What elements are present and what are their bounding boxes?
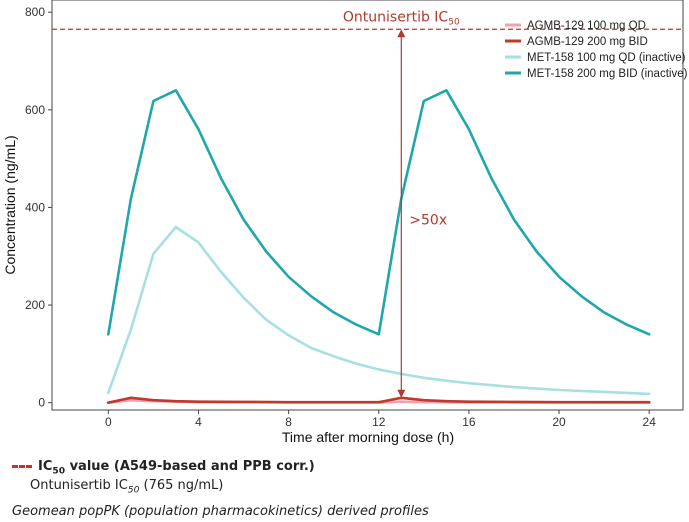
series-lines xyxy=(107,89,651,405)
x-tick-label: 24 xyxy=(643,415,657,429)
x-tick-label: 20 xyxy=(552,415,566,429)
ratio-label: >50x xyxy=(409,213,447,229)
legend-label: MET-158 200 mg BID (inactive) xyxy=(527,68,688,80)
footer-sub-sub: 50 xyxy=(127,485,140,496)
arrow-up-icon xyxy=(397,29,406,38)
footer-legend-rest: value (A549-based and PPB corr.) xyxy=(65,459,315,474)
legend-label: AGMB-129 200 mg BID xyxy=(527,36,648,48)
y-tick-label: 400 xyxy=(25,200,45,214)
x-tick-label: 12 xyxy=(372,415,386,429)
footer-legend-main: IC xyxy=(38,459,53,474)
series-line-2 xyxy=(107,396,651,405)
y-tick-label: 600 xyxy=(25,103,45,117)
x-tick-label: 0 xyxy=(105,415,112,429)
y-axis-ticks: 0 200 400 600 800 xyxy=(25,5,52,410)
footer-legend: IC50 value (A549-based and PPB corr.) xyxy=(12,459,315,477)
legend-label: MET-158 100 mg QD (inactive) xyxy=(527,52,686,64)
x-tick-label: 16 xyxy=(462,415,476,429)
legend-label: AGMB-129 100 mg QD xyxy=(527,20,646,32)
y-tick-label: 200 xyxy=(25,298,45,312)
pk-chart: 0 200 400 600 800 0 4 8 12 16 20 24 Ontunisertib I… xyxy=(2,0,688,445)
footer-legend-sub: 50 xyxy=(52,466,66,477)
x-tick-label: 4 xyxy=(195,415,202,429)
series-line-4 xyxy=(107,89,651,336)
ic50-reference: Ontunisertib IC50 xyxy=(52,9,683,30)
dashed-line-icon xyxy=(12,465,32,468)
ic50-label: Ontunisertib IC50 xyxy=(343,9,460,27)
footer-sub-rest: (765 ng/mL) xyxy=(139,478,224,493)
y-tick-label: 800 xyxy=(25,5,45,19)
x-tick-label: 8 xyxy=(285,415,292,429)
legend: AGMB-129 100 mg QD AGMB-129 200 mg BID MET… xyxy=(505,20,688,80)
series-line-3 xyxy=(107,225,651,396)
footer-sub-main: Ontunisertib IC xyxy=(30,478,128,493)
x-axis-ticks: 0 4 8 12 16 20 24 xyxy=(105,410,656,429)
ratio-annotation: >50x xyxy=(397,29,447,398)
footer-sublabel: Ontunisertib IC50 (765 ng/mL) xyxy=(30,478,223,496)
x-axis-title: Time after morning dose (h) xyxy=(282,429,454,445)
y-tick-label: 0 xyxy=(38,396,45,410)
arrow-down-icon xyxy=(397,389,406,398)
y-axis-title: Concentration (ng/mL) xyxy=(2,135,18,274)
plot-frame xyxy=(51,0,684,411)
footer-note: Geomean popPK (population pharmacokineti… xyxy=(12,504,429,519)
